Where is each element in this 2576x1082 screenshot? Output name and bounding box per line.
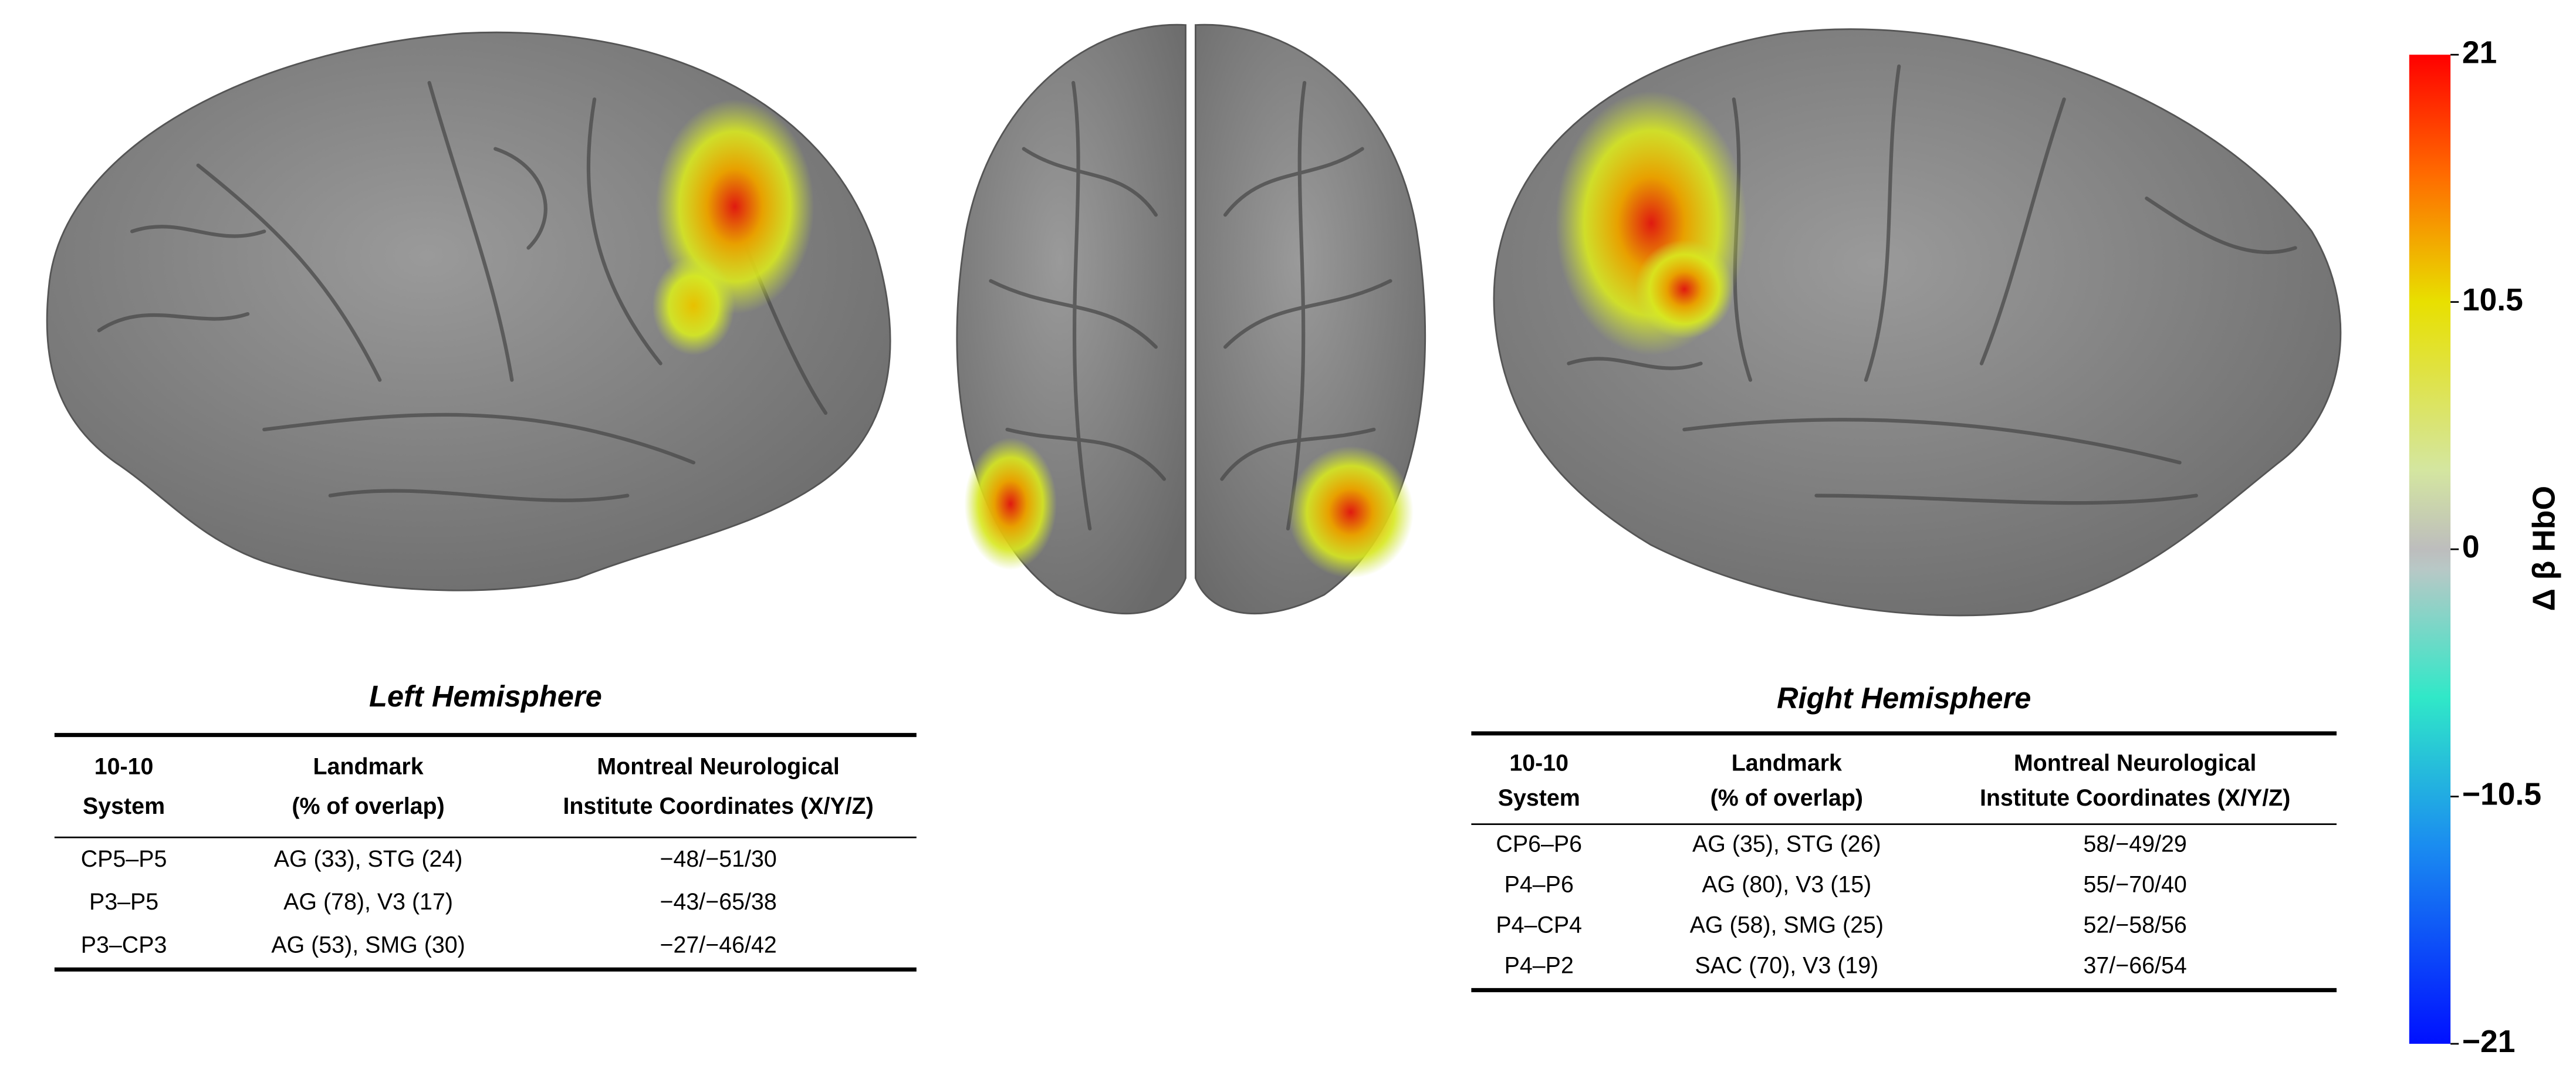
colorbar-label: Δ β HbO	[2527, 486, 2561, 611]
colorbar	[2409, 55, 2451, 1044]
table-cell: P3–P5	[89, 889, 158, 915]
table-cell: 37/−66/54	[2084, 952, 2187, 978]
table: Right Hemisphere 10-10 System Landmark (% of…	[1471, 681, 2337, 992]
table-cell: CP6–P6	[1496, 831, 1582, 857]
table-cell: AG (58), SMG (25)	[1690, 912, 1884, 938]
table-cell: AG (53), SMG (30)	[271, 932, 465, 958]
table-cell: AG (80), V3 (15)	[1702, 872, 1871, 898]
left-brain	[46, 31, 891, 591]
table-cell: −43/−65/38	[660, 889, 777, 915]
table-cell: SAC (70), V3 (19)	[1695, 952, 1878, 978]
column-header: 10-10	[94, 753, 154, 779]
column-header: Landmark	[1732, 750, 1842, 776]
right-brain	[1493, 28, 2342, 617]
column-header: Institute Coordinates (X/Y/Z)	[1980, 785, 2290, 811]
table-cell: P4–CP4	[1496, 912, 1582, 938]
column-header: Landmark	[313, 753, 423, 779]
column-header: (% of overlap)	[292, 793, 444, 819]
table-cell: P3–CP3	[81, 932, 167, 958]
table-title: Left Hemisphere	[369, 679, 602, 713]
table-cell: CP5–P5	[81, 846, 167, 872]
table-cell: −48/−51/30	[660, 846, 777, 872]
column-header: Institute Coordinates (X/Y/Z)	[563, 793, 873, 819]
table-cell: −27/−46/42	[660, 932, 777, 958]
table-cell: 52/−58/56	[2084, 912, 2187, 938]
column-header: Montreal Neurological	[597, 753, 840, 779]
column-header: (% of overlap)	[1710, 785, 1863, 811]
column-header: Montreal Neurological	[2014, 750, 2256, 776]
colorbar-tick-label: 0	[2462, 530, 2480, 564]
table-cell: P4–P6	[1505, 872, 1574, 898]
column-header: System	[83, 793, 165, 819]
colorbar-tick-label: 21	[2462, 35, 2497, 70]
table-cell: AG (78), V3 (17)	[283, 889, 453, 915]
table-cell: 55/−70/40	[2084, 872, 2187, 898]
column-header: 10-10	[1509, 750, 1568, 776]
colorbar-tick-label: 10.5	[2462, 283, 2523, 317]
colorbar-tick-label: −21	[2462, 1024, 2516, 1059]
colorbar-tick-label: −10.5	[2462, 777, 2541, 812]
table-cell: 58/−49/29	[2084, 831, 2187, 857]
table-title: Right Hemisphere	[1777, 681, 2031, 715]
table: Left Hemisphere 10-10 System Landmark (% of …	[54, 679, 917, 972]
tables: Left Hemisphere 10-10 System Landmark (% of …	[54, 679, 2337, 992]
table-cell: AG (35), STG (26)	[1692, 831, 1881, 857]
table-cell: P4–P2	[1505, 952, 1574, 978]
table-cell: AG (33), STG (24)	[274, 846, 463, 872]
top-brain	[956, 23, 1426, 615]
column-header: System	[1498, 785, 1580, 811]
